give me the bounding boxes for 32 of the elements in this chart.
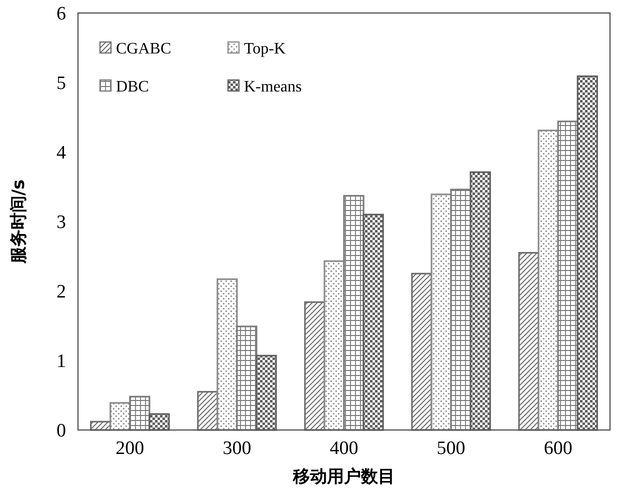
bar	[538, 130, 559, 431]
y-axis-title: 服务时间/s	[9, 179, 29, 265]
x-tick-label: 200	[116, 438, 144, 459]
y-tick-label: 2	[56, 282, 66, 303]
x-tick-label: 500	[436, 438, 466, 459]
legend-label: CGABC	[116, 40, 172, 58]
bar	[216, 278, 238, 431]
bar	[304, 301, 326, 431]
y-tick-label: 6	[56, 4, 66, 25]
bar	[557, 120, 578, 431]
y-tick-label: 4	[56, 142, 66, 164]
bar	[518, 252, 540, 431]
bar	[430, 194, 452, 431]
legend-label: DBC	[116, 78, 149, 96]
bar	[411, 272, 432, 431]
legend-label: Top-K	[244, 40, 286, 58]
bar	[197, 390, 218, 431]
y-tick-label: 5	[56, 73, 66, 94]
y-tick-label: 1	[56, 351, 66, 372]
bar	[110, 402, 131, 431]
bar	[450, 188, 472, 431]
bar	[129, 396, 150, 431]
y-tick-label: 0	[56, 420, 66, 442]
bar	[343, 194, 364, 431]
legend-label: K-means	[244, 78, 302, 96]
bar	[324, 260, 345, 431]
y-tick-label: 3	[56, 212, 66, 234]
x-tick-label: 300	[222, 438, 252, 459]
x-tick-label: 600	[544, 438, 572, 459]
bar	[236, 326, 258, 431]
x-tick-label: 400	[330, 438, 358, 459]
x-axis-title: 移动用户数目	[292, 467, 395, 487]
